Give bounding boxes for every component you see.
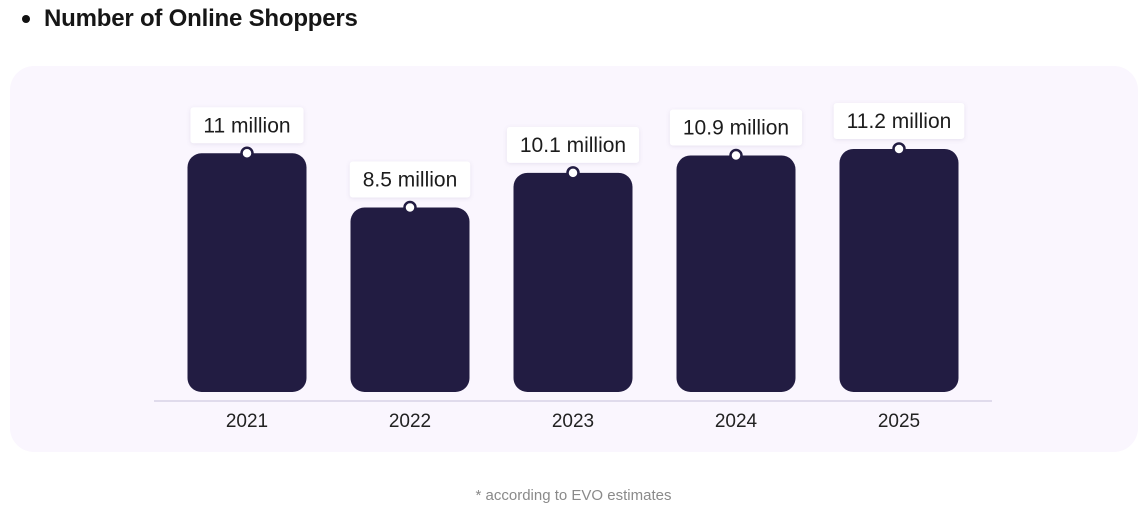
bullet-dot-icon (22, 15, 30, 23)
value-label-box-2024 (669, 109, 803, 146)
bar-chart: 11 million 2021 8.5 million 2022 10.1 millio… (154, 102, 992, 432)
value-label-2025: 11.2 million (847, 110, 952, 133)
value-label-box-2022 (349, 161, 471, 198)
chart-heading: Number of Online Shoppers (22, 4, 358, 34)
value-marker-dot-2025 (892, 142, 906, 156)
chart-title: Number of Online Shoppers (44, 5, 358, 32)
x-tick-label-2025: 2025 (878, 411, 920, 432)
value-marker-dot-2022 (403, 200, 417, 215)
x-tick-label-2023: 2023 (552, 411, 594, 432)
bar-2023 (513, 172, 633, 392)
bar-2021 (187, 153, 307, 392)
x-tick-label-2024: 2024 (715, 411, 758, 432)
value-label-2022: 8.5 million (363, 169, 458, 192)
value-label-box-2023 (506, 126, 640, 163)
value-marker-dot-2024 (729, 148, 743, 163)
x-tick-label-2021: 2021 (226, 411, 268, 432)
value-label-2023: 10.1 million (520, 134, 626, 157)
bar-2025 (839, 148, 959, 392)
value-label-2024: 10.9 million (683, 116, 789, 139)
value-marker-dot-2021 (240, 146, 254, 161)
bar-2024 (676, 155, 796, 392)
value-marker-dot-2023 (566, 166, 580, 180)
footnote: * according to EVO estimates (475, 487, 672, 504)
bar-2022 (350, 207, 470, 392)
value-label-box-2025 (833, 102, 965, 139)
value-label-box-2021 (190, 107, 304, 144)
value-label-2021: 11 million (203, 114, 290, 137)
x-tick-label-2022: 2022 (389, 411, 431, 432)
